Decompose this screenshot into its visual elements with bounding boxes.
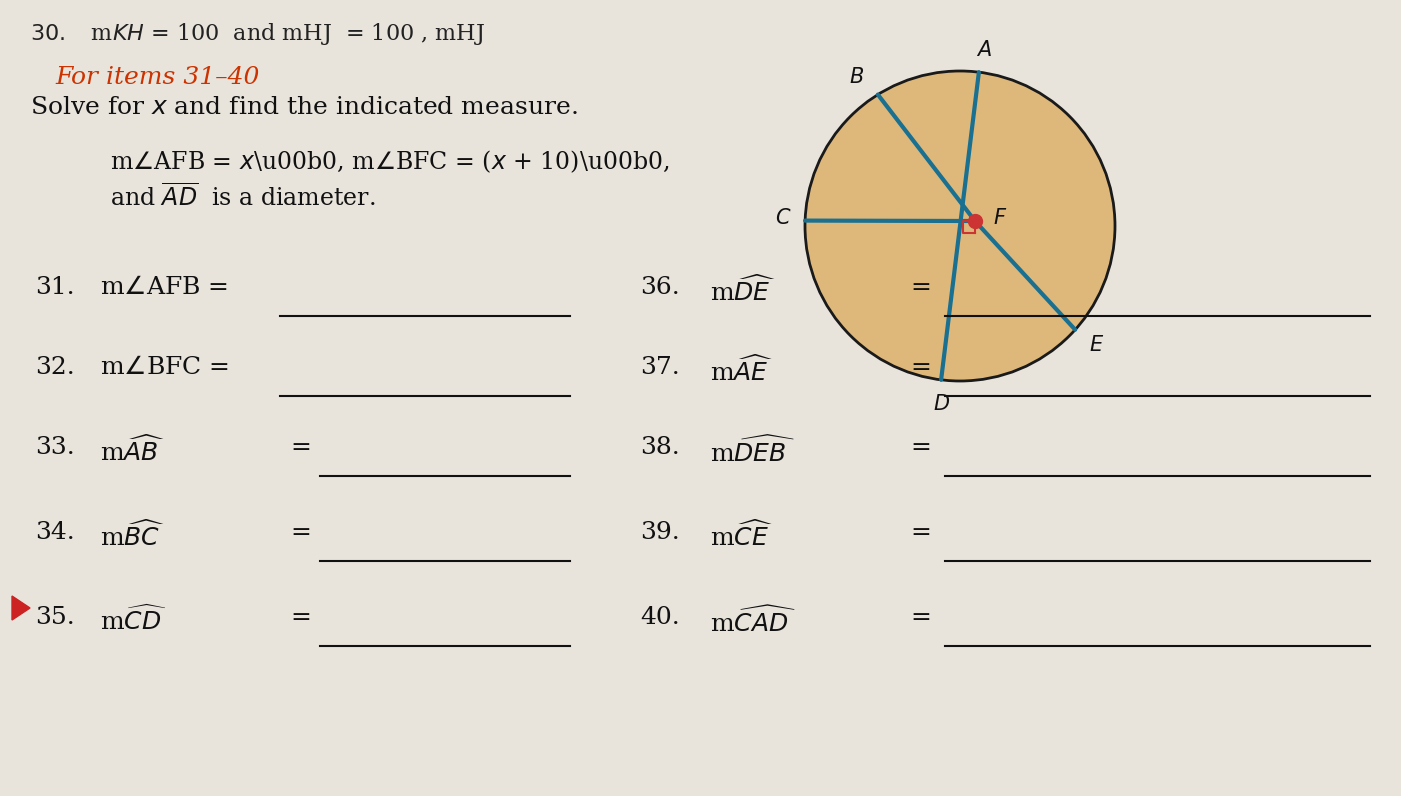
Text: 33.: 33. xyxy=(35,436,74,459)
Circle shape xyxy=(806,71,1115,381)
Text: =: = xyxy=(911,521,930,544)
Text: $D$: $D$ xyxy=(933,394,950,414)
Polygon shape xyxy=(13,596,29,620)
Text: m$\widehat{AE}$: m$\widehat{AE}$ xyxy=(710,356,773,386)
Text: 37.: 37. xyxy=(640,356,679,379)
Text: 40.: 40. xyxy=(640,606,679,629)
Text: m$\widehat{AB}$: m$\widehat{AB}$ xyxy=(99,436,164,466)
Text: 34.: 34. xyxy=(35,521,74,544)
Text: $C$: $C$ xyxy=(775,208,792,228)
Text: =: = xyxy=(911,606,930,629)
Text: m$\widehat{DEB}$: m$\widehat{DEB}$ xyxy=(710,436,794,466)
Text: 35.: 35. xyxy=(35,606,74,629)
Text: m$\angle$BFC =: m$\angle$BFC = xyxy=(99,356,230,379)
Text: $F$: $F$ xyxy=(993,208,1007,228)
Text: m$\widehat{CAD}$: m$\widehat{CAD}$ xyxy=(710,606,796,637)
Text: For items 31–40: For items 31–40 xyxy=(55,66,259,89)
Text: m$\widehat{DE}$: m$\widehat{DE}$ xyxy=(710,276,776,306)
Text: 38.: 38. xyxy=(640,436,679,459)
Text: =: = xyxy=(290,606,311,629)
Text: m$\widehat{CD}$: m$\widehat{CD}$ xyxy=(99,606,167,635)
Text: 32.: 32. xyxy=(35,356,74,379)
Text: $E$: $E$ xyxy=(1089,334,1104,355)
Text: m$\angle$AFB =: m$\angle$AFB = xyxy=(99,276,228,299)
Text: =: = xyxy=(290,521,311,544)
Text: 39.: 39. xyxy=(640,521,679,544)
Text: and $\overline{AD}$  is a diameter.: and $\overline{AD}$ is a diameter. xyxy=(111,183,375,211)
Text: m$\angle$AFB = $x$\u00b0, m$\angle$BFC = ($x$ + 10)\u00b0,: m$\angle$AFB = $x$\u00b0, m$\angle$BFC =… xyxy=(111,148,670,174)
Text: m$\widehat{CE}$: m$\widehat{CE}$ xyxy=(710,521,773,551)
Text: $B$: $B$ xyxy=(849,67,864,87)
Text: Solve for $x$ and find the indicated measure.: Solve for $x$ and find the indicated mea… xyxy=(29,96,577,119)
Text: =: = xyxy=(911,436,930,459)
Text: 31.: 31. xyxy=(35,276,74,299)
Text: 36.: 36. xyxy=(640,276,679,299)
Text: =: = xyxy=(911,356,930,379)
Text: $\mathit{30.}$   m$\mathit{KH}$ = 100  and mHJ  = 100 , mHJ: $\mathit{30.}$ m$\mathit{KH}$ = 100 and … xyxy=(29,21,485,47)
Text: =: = xyxy=(911,276,930,299)
Text: $A$: $A$ xyxy=(976,40,992,60)
Text: m$\widehat{BC}$: m$\widehat{BC}$ xyxy=(99,521,165,551)
Text: =: = xyxy=(290,436,311,459)
